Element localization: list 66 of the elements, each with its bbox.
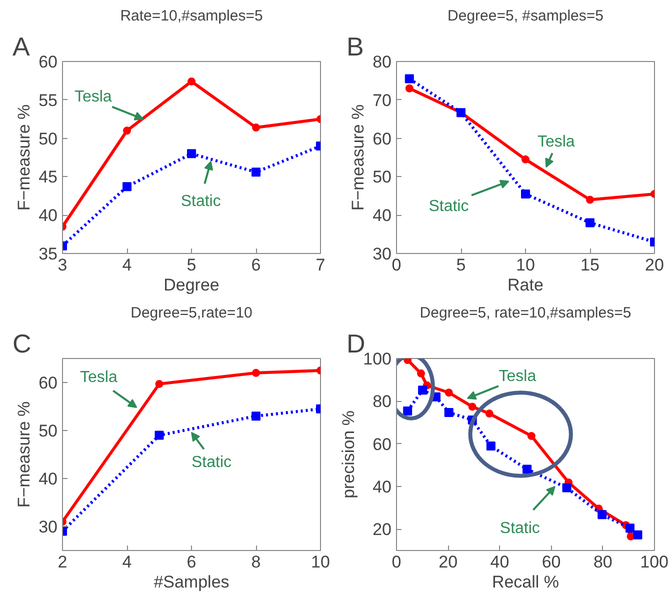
y-tick-label: 60 xyxy=(372,434,392,454)
chart-title: Rate=10,#samples=5 xyxy=(120,8,263,24)
y-tick-label: 55 xyxy=(38,90,58,110)
annotation: Static xyxy=(428,198,469,215)
x-axis-title: Rate xyxy=(508,276,544,294)
chart-title: Degree=5, rate=10,#samples=5 xyxy=(420,304,632,322)
x-tick-label: 20 xyxy=(645,256,664,274)
annotation: Tesla xyxy=(74,88,112,106)
y-tick-label: 80 xyxy=(372,392,392,412)
text: C xyxy=(12,328,32,358)
y-tick-label: 60 xyxy=(372,129,392,148)
annotation: Static xyxy=(500,520,540,537)
y-axis-title: precision % xyxy=(339,410,358,498)
y-tick-label: 50 xyxy=(38,422,58,440)
annotation: Static xyxy=(191,454,232,471)
x-tick-label: 40 xyxy=(490,552,510,572)
x-tick-label: 60 xyxy=(542,552,561,572)
text: B xyxy=(346,32,364,62)
x-tick-label: 80 xyxy=(593,552,612,572)
x-tick-label: 6 xyxy=(251,256,261,274)
x-tick-label: 0 xyxy=(392,552,402,572)
chart-title: Degree=5, #samples=5 xyxy=(448,8,604,24)
y-tick-label: 70 xyxy=(372,90,392,110)
x-tick-label: 5 xyxy=(186,256,196,274)
annotation: Tesla xyxy=(537,134,575,151)
x-tick-label: 15 xyxy=(580,256,600,274)
y-tick-label: 40 xyxy=(372,206,392,226)
x-axis-title: Recall % xyxy=(492,572,560,592)
text: D xyxy=(346,328,366,358)
x-tick-label: 6 xyxy=(186,552,196,572)
y-tick-label: 40 xyxy=(38,470,58,488)
y-tick-label: 100 xyxy=(363,350,392,368)
annotation: Static xyxy=(180,192,221,210)
x-tick-label: 8 xyxy=(251,552,261,572)
chart-title: Degree=5,rate=10 xyxy=(130,304,252,322)
x-tick-label: 3 xyxy=(58,256,68,274)
y-tick-label: 80 xyxy=(372,52,392,72)
y-axis-title: F−measure % xyxy=(14,104,34,211)
annotation: Tesla xyxy=(498,368,536,385)
y-tick-label: 60 xyxy=(38,52,58,72)
x-axis-title: #Samples xyxy=(154,572,230,592)
y-tick-label: 35 xyxy=(38,244,58,264)
y-tick-label: 30 xyxy=(38,518,58,536)
y-axis-title: F−measure % xyxy=(348,104,368,211)
x-tick-label: 100 xyxy=(640,552,669,572)
x-tick-label: 10 xyxy=(516,256,535,274)
y-tick-label: 20 xyxy=(372,520,392,540)
x-tick-label: 0 xyxy=(392,256,402,274)
y-tick-label: 40 xyxy=(372,478,392,496)
y-tick-label: 40 xyxy=(38,206,58,226)
text: A xyxy=(12,32,30,62)
y-tick-label: 30 xyxy=(372,244,392,264)
y-tick-label: 60 xyxy=(38,374,58,392)
x-axis-title: Degree xyxy=(164,276,220,294)
annotation: Tesla xyxy=(80,368,118,386)
x-tick-label: 7 xyxy=(316,256,326,274)
x-tick-label: 5 xyxy=(456,256,466,274)
y-axis-title: F−measure % xyxy=(14,401,34,508)
y-tick-label: 50 xyxy=(38,129,58,148)
x-tick-label: 4 xyxy=(122,256,132,274)
x-tick-label: 2 xyxy=(58,552,68,572)
x-tick-label: 10 xyxy=(311,552,330,572)
x-tick-label: 20 xyxy=(438,552,458,572)
y-tick-label: 45 xyxy=(38,168,58,187)
x-tick-label: 4 xyxy=(122,552,132,572)
y-tick-label: 50 xyxy=(372,168,392,187)
